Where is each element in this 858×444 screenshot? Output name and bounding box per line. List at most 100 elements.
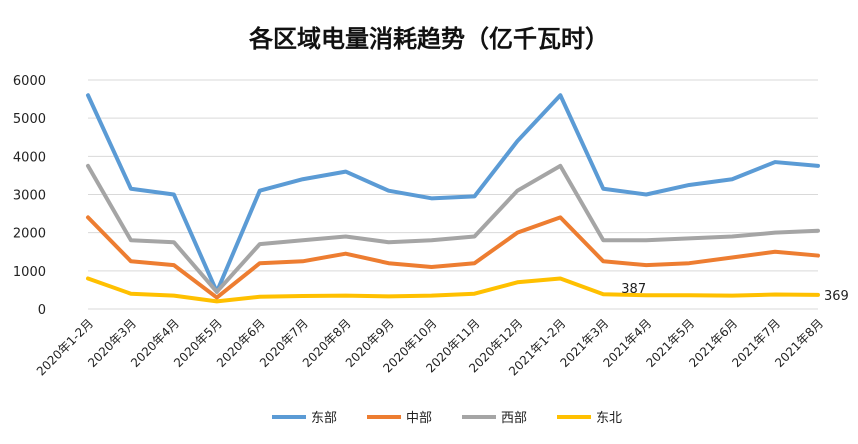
data-point-3-9 bbox=[472, 292, 476, 296]
series-1 bbox=[86, 215, 820, 300]
series-layer bbox=[86, 93, 820, 304]
y-tick-label-6000: 6000 bbox=[13, 74, 46, 89]
data-point-3-17 bbox=[816, 293, 820, 297]
data-point-3-15 bbox=[730, 294, 734, 298]
data-point-1-6 bbox=[344, 252, 348, 256]
data-point-3-11 bbox=[558, 276, 562, 280]
legend-item-3: 东北 bbox=[557, 411, 622, 426]
legend-item-1: 中部 bbox=[367, 411, 432, 426]
legend: 东部 中部 西部 东北 bbox=[272, 411, 622, 426]
data-point-3-14 bbox=[687, 293, 691, 297]
data-point-1-9 bbox=[472, 261, 476, 265]
data-point-1-14 bbox=[687, 261, 691, 265]
data-point-1-10 bbox=[515, 231, 519, 235]
data-point-1-5 bbox=[301, 259, 305, 263]
data-point-3-10 bbox=[515, 280, 519, 284]
data-point-1-17 bbox=[816, 254, 820, 258]
series-line-3 bbox=[86, 276, 820, 304]
data-point-0-14 bbox=[687, 183, 691, 187]
data-point-2-6 bbox=[344, 234, 348, 238]
data-point-2-10 bbox=[515, 189, 519, 193]
y-tick-label-1000: 1000 bbox=[13, 265, 46, 280]
x-axis-ticks: 2020年1-2月2020年3月2020年4月2020年5月2020年6月202… bbox=[34, 316, 826, 378]
legend-label-3: 东北 bbox=[596, 411, 622, 426]
y-tick-label-2000: 2000 bbox=[13, 227, 46, 242]
data-point-1-7 bbox=[387, 261, 391, 265]
data-point-2-3 bbox=[215, 290, 219, 294]
data-point-3-7 bbox=[387, 294, 391, 298]
y-tick-label-5000: 5000 bbox=[13, 112, 46, 127]
data-point-0-9 bbox=[472, 194, 476, 198]
series-2 bbox=[86, 163, 820, 294]
data-point-0-13 bbox=[644, 193, 648, 197]
data-point-0-1 bbox=[129, 187, 133, 191]
data-point-0-12 bbox=[601, 187, 605, 191]
data-point-2-2 bbox=[172, 240, 176, 244]
data-point-2-14 bbox=[687, 236, 691, 240]
data-point-0-15 bbox=[730, 177, 734, 181]
data-point-3-12 bbox=[601, 292, 605, 296]
data-point-1-15 bbox=[730, 255, 734, 259]
annotation-layer: 387 369 bbox=[621, 282, 849, 304]
series-0 bbox=[86, 93, 820, 294]
data-point-3-0 bbox=[86, 276, 90, 280]
data-point-1-2 bbox=[172, 263, 176, 267]
data-point-2-0 bbox=[86, 164, 90, 168]
legend-item-0: 东部 bbox=[272, 411, 337, 426]
data-point-1-11 bbox=[558, 215, 562, 219]
series-line-0 bbox=[86, 93, 820, 294]
data-point-0-4 bbox=[258, 189, 262, 193]
chart-title: 各区域电量消耗趋势（亿千瓦时） bbox=[248, 25, 609, 53]
data-label-0: 387 bbox=[621, 282, 646, 297]
data-point-0-11 bbox=[558, 93, 562, 97]
data-point-1-16 bbox=[773, 250, 777, 254]
data-point-3-1 bbox=[129, 292, 133, 296]
data-point-2-16 bbox=[773, 231, 777, 235]
data-point-0-5 bbox=[301, 177, 305, 181]
data-point-2-8 bbox=[430, 238, 434, 242]
data-point-0-0 bbox=[86, 93, 90, 97]
series-line-2 bbox=[86, 163, 820, 294]
grid-layer bbox=[88, 79, 818, 310]
data-point-2-1 bbox=[129, 238, 133, 242]
data-point-2-15 bbox=[730, 234, 734, 238]
data-point-3-5 bbox=[301, 294, 305, 298]
data-label-1: 369 bbox=[824, 289, 849, 304]
data-point-3-3 bbox=[215, 299, 219, 303]
data-point-0-6 bbox=[344, 170, 348, 174]
data-point-1-8 bbox=[430, 265, 434, 269]
data-point-2-9 bbox=[472, 234, 476, 238]
data-point-0-7 bbox=[387, 189, 391, 193]
data-point-1-12 bbox=[601, 259, 605, 263]
data-point-1-3 bbox=[215, 296, 219, 300]
data-point-3-2 bbox=[172, 294, 176, 298]
y-tick-label-3000: 3000 bbox=[13, 189, 46, 204]
x-tick-label-0: 2020年1-2月 bbox=[34, 316, 96, 378]
data-point-0-16 bbox=[773, 160, 777, 164]
legend-label-0: 东部 bbox=[311, 411, 337, 426]
data-point-3-4 bbox=[258, 295, 262, 299]
data-point-2-17 bbox=[816, 229, 820, 233]
legend-item-2: 西部 bbox=[462, 411, 527, 426]
data-point-2-13 bbox=[644, 238, 648, 242]
series-3 bbox=[86, 276, 820, 304]
data-point-0-17 bbox=[816, 164, 820, 168]
data-point-0-2 bbox=[172, 193, 176, 197]
data-point-2-4 bbox=[258, 242, 262, 246]
data-point-1-1 bbox=[129, 259, 133, 263]
data-point-3-8 bbox=[430, 294, 434, 298]
data-point-2-7 bbox=[387, 240, 391, 244]
y-tick-label-4000: 4000 bbox=[13, 150, 46, 165]
data-point-0-8 bbox=[430, 196, 434, 200]
data-point-1-13 bbox=[644, 263, 648, 267]
legend-label-1: 中部 bbox=[406, 411, 432, 426]
y-tick-label-0: 0 bbox=[38, 303, 46, 318]
legend-label-2: 西部 bbox=[501, 411, 527, 426]
data-point-1-0 bbox=[86, 215, 90, 219]
data-point-2-11 bbox=[558, 164, 562, 168]
data-point-0-10 bbox=[515, 139, 519, 143]
data-point-3-16 bbox=[773, 292, 777, 296]
y-axis-ticks: 0 1000 2000 3000 4000 5000 6000 bbox=[13, 74, 46, 318]
